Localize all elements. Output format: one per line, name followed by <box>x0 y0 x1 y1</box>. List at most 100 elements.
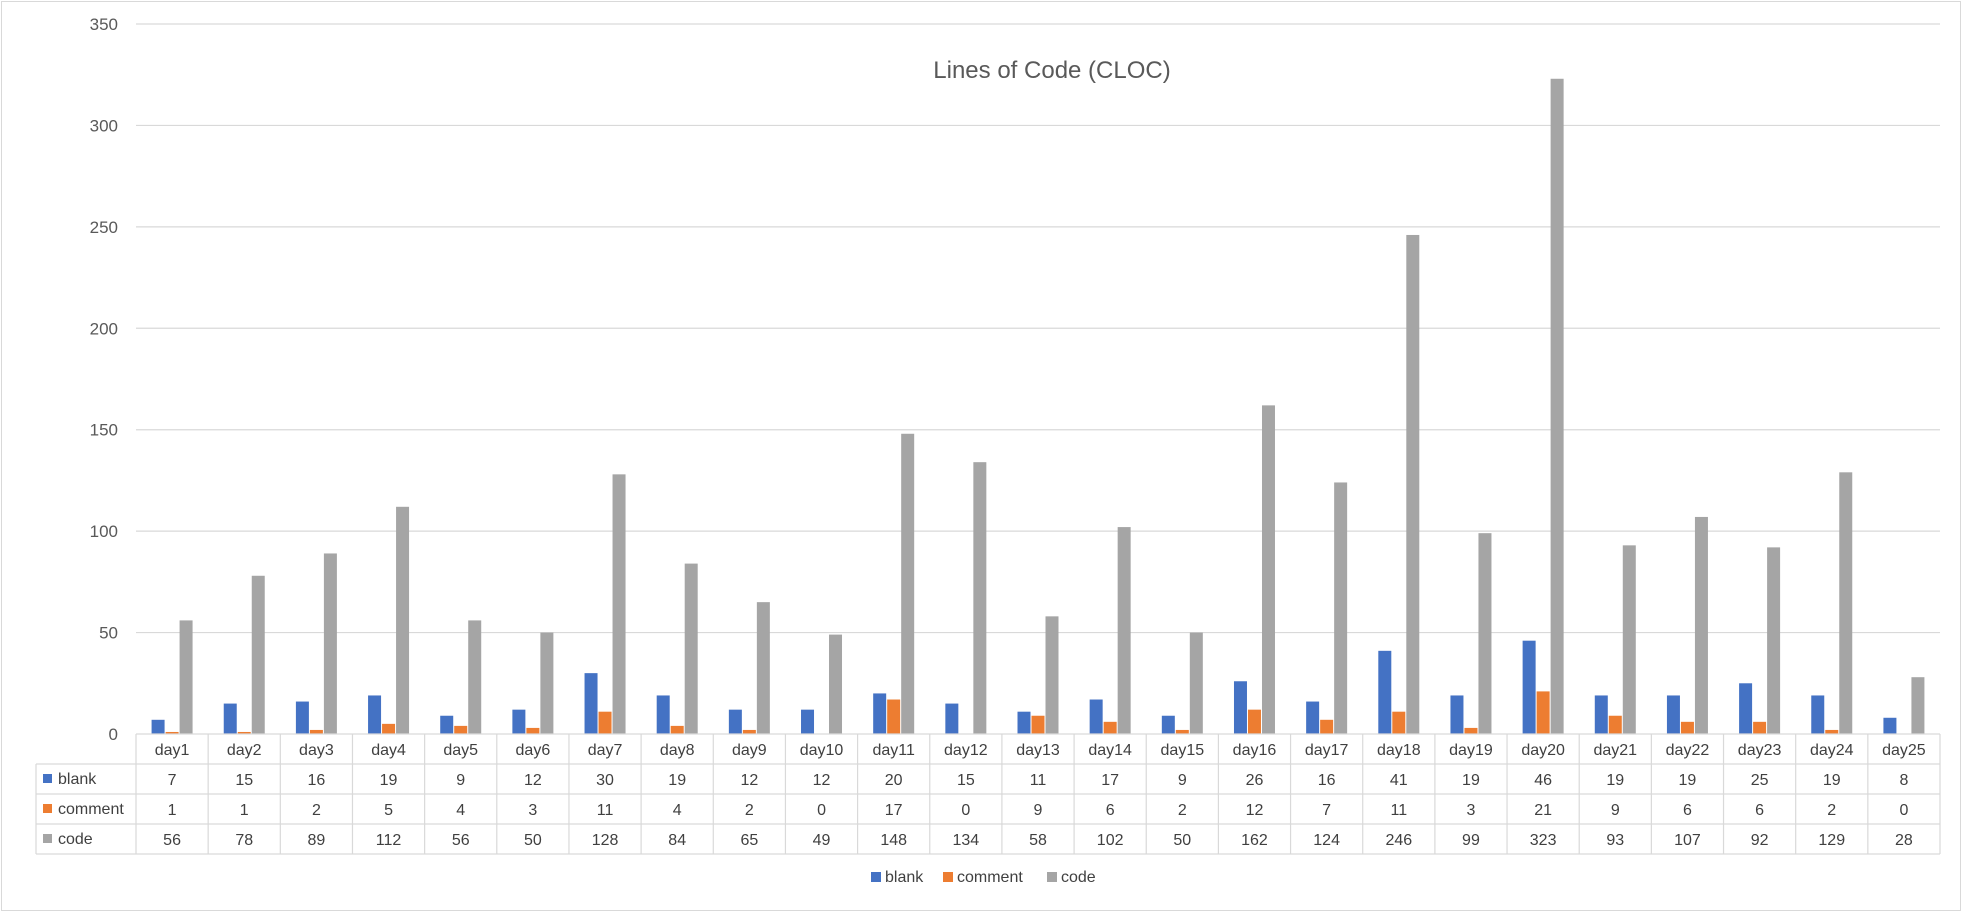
bar-blank <box>1161 715 1175 734</box>
legend-label: code <box>1061 869 1096 886</box>
bar-code <box>1839 472 1853 734</box>
bar-blank <box>1450 695 1464 734</box>
category-label: day9 <box>732 742 767 759</box>
data-label: 12 <box>1246 802 1264 819</box>
bar-code <box>396 506 410 734</box>
data-label: 129 <box>1818 832 1845 849</box>
data-label: 19 <box>1606 772 1624 789</box>
data-label: 20 <box>885 772 903 789</box>
category-label: day13 <box>1016 742 1060 759</box>
data-label: 107 <box>1674 832 1701 849</box>
data-label: 56 <box>163 832 181 849</box>
bar-blank <box>1233 681 1247 734</box>
data-label: 0 <box>1899 802 1908 819</box>
data-label: 28 <box>1895 832 1913 849</box>
bar-blank <box>584 673 598 734</box>
bar-comment <box>1464 727 1478 734</box>
category-label: day8 <box>660 742 695 759</box>
bar-comment <box>598 711 612 734</box>
bar-code <box>756 602 770 734</box>
data-label: 84 <box>668 832 686 849</box>
legend: blank comment code <box>871 869 1096 886</box>
data-label: 99 <box>1462 832 1480 849</box>
data-label: 8 <box>1899 772 1908 789</box>
data-label: 50 <box>524 832 542 849</box>
data-label: 78 <box>235 832 253 849</box>
category-label: day11 <box>872 742 915 759</box>
bar-code <box>540 632 554 734</box>
data-label: 16 <box>308 772 326 789</box>
y-tick-label: 350 <box>90 15 118 34</box>
bar-code <box>468 620 482 734</box>
data-label: 2 <box>312 802 321 819</box>
bar-code <box>1117 527 1131 734</box>
data-label: 30 <box>596 772 614 789</box>
data-label: 124 <box>1313 832 1340 849</box>
table-series-name: code <box>58 831 93 848</box>
y-tick-label: 250 <box>90 218 118 237</box>
bar-comment <box>887 699 901 734</box>
data-label: 56 <box>452 832 470 849</box>
bar-comment <box>1031 715 1045 734</box>
bar-code <box>1189 632 1203 734</box>
bar-code <box>1045 616 1059 734</box>
data-label: 1 <box>240 802 249 819</box>
data-label: 148 <box>880 832 907 849</box>
data-label: 2 <box>1178 802 1187 819</box>
bar-blank <box>656 695 670 734</box>
data-label: 92 <box>1751 832 1769 849</box>
data-label: 128 <box>592 832 619 849</box>
bar-comment <box>1608 715 1622 734</box>
category-label: day20 <box>1521 742 1565 759</box>
data-label: 26 <box>1246 772 1264 789</box>
data-label: 6 <box>1106 802 1115 819</box>
bar-comment <box>382 723 396 734</box>
table-series-name: comment <box>58 801 124 818</box>
data-label: 11 <box>1030 772 1047 789</box>
data-label: 19 <box>380 772 398 789</box>
bar-code <box>323 553 337 734</box>
data-label: 93 <box>1606 832 1624 849</box>
data-label: 21 <box>1534 802 1552 819</box>
table-legend-key-blank <box>43 774 52 783</box>
data-label: 50 <box>1173 832 1191 849</box>
data-label: 17 <box>885 802 903 819</box>
data-label: 12 <box>813 772 831 789</box>
bar-comment <box>1753 721 1767 734</box>
table-legend-key-code <box>43 834 52 843</box>
bar-comment <box>1175 729 1189 734</box>
bar-blank <box>1306 701 1320 734</box>
bar-code <box>1261 405 1275 734</box>
bar-comment <box>1103 721 1117 734</box>
bar-code <box>1406 234 1420 734</box>
data-label: 16 <box>1318 772 1336 789</box>
data-table: day1 day2 day3 day4 day5 day6 day7 day8 day9 day1… <box>35 733 1941 855</box>
bar-blank <box>1089 699 1103 734</box>
bar-blank <box>873 693 887 734</box>
bar-blank <box>1739 683 1753 734</box>
data-label: 19 <box>668 772 686 789</box>
bar-code <box>1622 545 1636 734</box>
data-label: 65 <box>740 832 758 849</box>
bar-code <box>251 575 265 734</box>
chart-title: Lines of Code (CLOC) <box>933 57 1170 84</box>
bar-code <box>901 433 915 734</box>
bar-code <box>1478 533 1492 734</box>
data-label: 17 <box>1101 772 1119 789</box>
y-tick-label: 200 <box>90 319 118 338</box>
data-label: 4 <box>673 802 682 819</box>
data-label: 2 <box>745 802 754 819</box>
data-label: 19 <box>1823 772 1841 789</box>
category-label: day2 <box>227 742 262 759</box>
data-label: 6 <box>1755 802 1764 819</box>
data-label: 4 <box>456 802 465 819</box>
bar-comment <box>165 731 179 734</box>
data-label: 9 <box>1178 772 1187 789</box>
data-label: 7 <box>1322 802 1331 819</box>
bar-blank <box>151 719 165 734</box>
data-label: 102 <box>1097 832 1124 849</box>
data-label: 3 <box>1467 802 1476 819</box>
data-label: 5 <box>384 802 393 819</box>
table-legend-key-comment <box>43 804 52 813</box>
